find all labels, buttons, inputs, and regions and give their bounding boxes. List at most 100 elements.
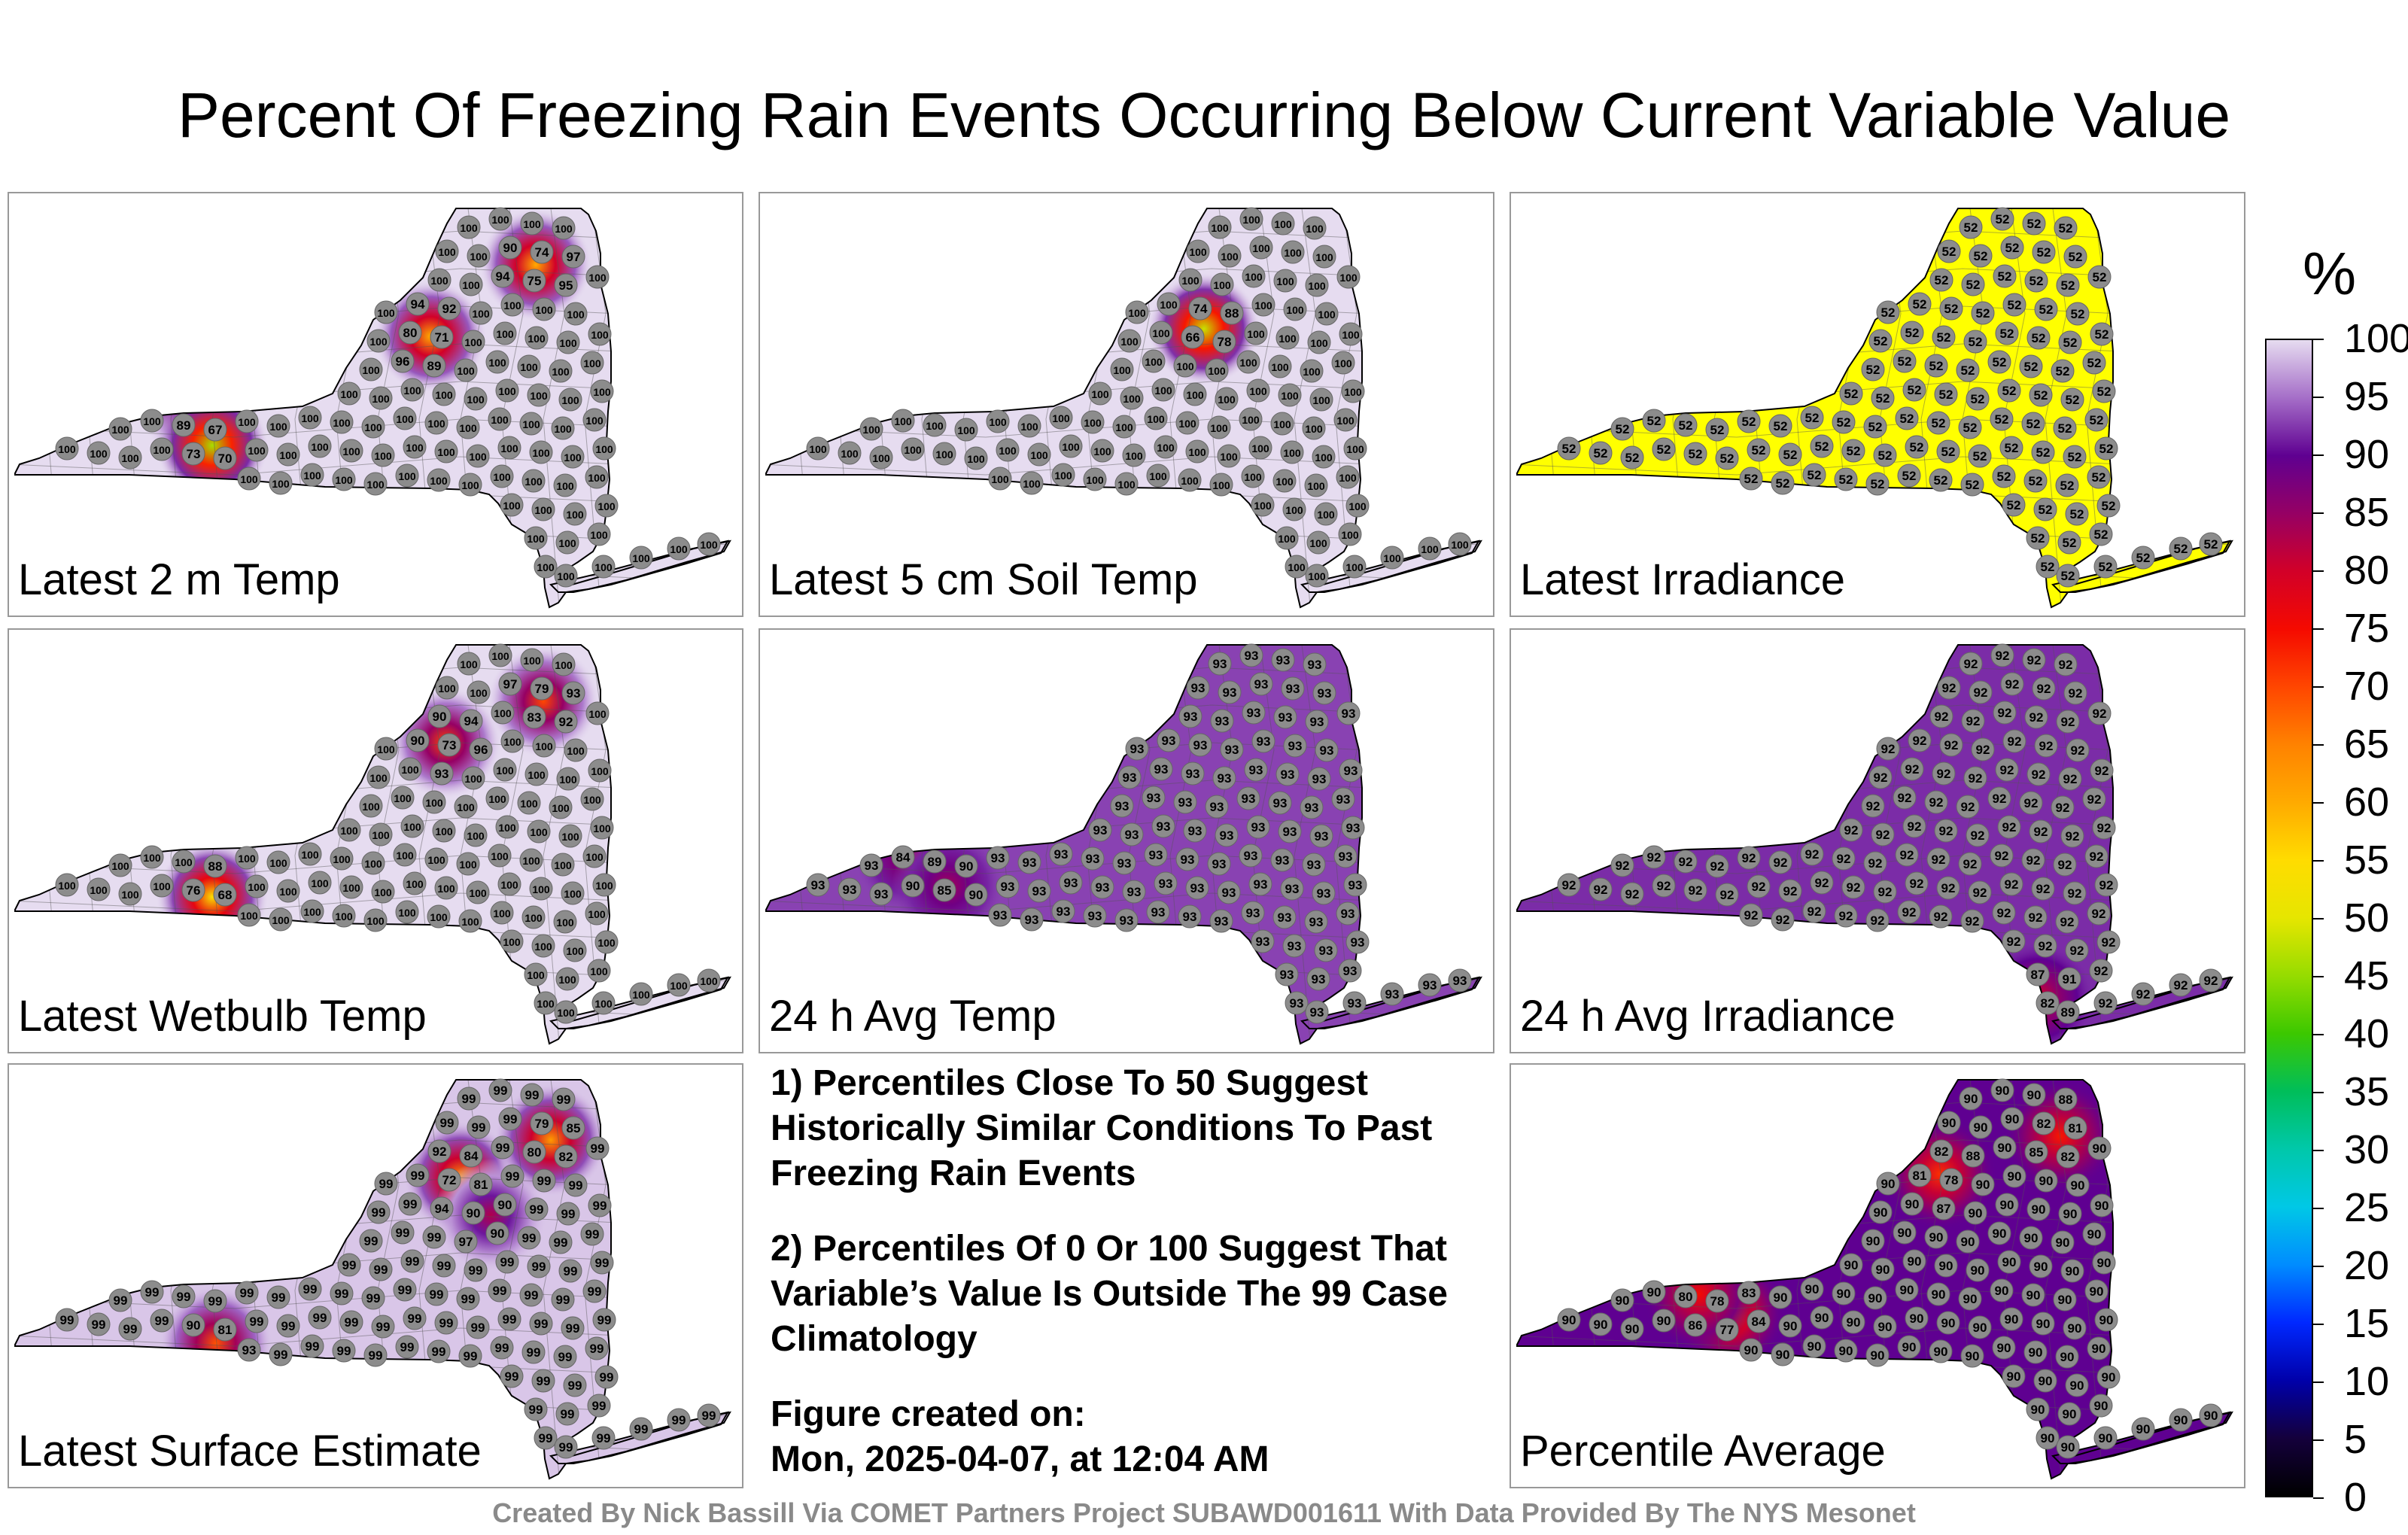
station-value: 100 bbox=[1023, 478, 1041, 490]
station-value: 89 bbox=[177, 418, 191, 433]
station-marker: 100 bbox=[555, 967, 579, 991]
station-marker: 100 bbox=[556, 330, 580, 354]
station-value: 99 bbox=[556, 1293, 570, 1307]
station-value: 100 bbox=[894, 415, 912, 427]
station-value: 94 bbox=[464, 714, 479, 728]
station-marker: 99 bbox=[55, 1308, 79, 1332]
station-value: 90 bbox=[1929, 1230, 1944, 1245]
station-value: 100 bbox=[532, 447, 550, 459]
station-marker: 100 bbox=[1210, 272, 1234, 296]
station-value: 100 bbox=[1251, 442, 1269, 454]
station-value: 52 bbox=[1908, 383, 1922, 397]
station-marker: 90 bbox=[2057, 1402, 2081, 1426]
station-marker: 90 bbox=[1999, 1307, 2023, 1331]
station-marker: 92 bbox=[2089, 959, 2113, 983]
station-value: 100 bbox=[153, 880, 171, 892]
figure-title: Percent Of Freezing Rain Events Occurrin… bbox=[177, 80, 2231, 150]
station-value: 81 bbox=[2069, 1121, 2083, 1135]
county-boundary bbox=[15, 968, 730, 987]
station-marker: 99 bbox=[629, 1417, 653, 1441]
station-marker: 100 bbox=[458, 473, 482, 497]
station-value: 52 bbox=[2068, 450, 2082, 464]
station-value: 100 bbox=[552, 802, 570, 814]
station-value: 100 bbox=[1421, 543, 1439, 555]
station-value: 99 bbox=[464, 1349, 478, 1363]
station-value: 100 bbox=[534, 941, 552, 953]
station-value: 90 bbox=[187, 1318, 201, 1333]
county-boundary bbox=[2003, 1080, 2026, 1479]
station-marker: 100 bbox=[339, 439, 363, 463]
station-marker: 90 bbox=[2051, 1230, 2075, 1254]
station-value: 100 bbox=[1383, 552, 1401, 564]
station-marker: 100 bbox=[1272, 469, 1297, 493]
station-value: 93 bbox=[435, 767, 449, 781]
station-value: 90 bbox=[1868, 1291, 1883, 1306]
station-marker: 99 bbox=[339, 1310, 363, 1334]
station-value: 100 bbox=[396, 413, 414, 425]
station-marker: 100 bbox=[434, 439, 458, 464]
station-value: 90 bbox=[1910, 1312, 1924, 1326]
station-value: 99 bbox=[440, 1116, 455, 1130]
station-marker: 90 bbox=[2055, 1345, 2079, 1369]
county-boundary bbox=[1517, 667, 2232, 686]
station-marker: 100 bbox=[488, 843, 512, 868]
station-value: 93 bbox=[1149, 848, 1163, 862]
station-value: 100 bbox=[500, 442, 518, 454]
station-marker: 100 bbox=[363, 908, 388, 932]
station-value: 100 bbox=[597, 500, 616, 512]
station-marker: 100 bbox=[339, 875, 363, 899]
station-marker: 92 bbox=[2023, 905, 2048, 929]
station-value: 100 bbox=[464, 336, 482, 348]
station-value: 52 bbox=[1874, 334, 1888, 348]
station-value: 90 bbox=[1976, 1178, 1990, 1192]
station-value: 52 bbox=[1776, 476, 1790, 491]
station-value: 93 bbox=[1285, 882, 1300, 896]
station-marker: 81 bbox=[2063, 1116, 2087, 1140]
station-marker: 52 bbox=[1557, 436, 1581, 460]
station-marker: 93 bbox=[1272, 905, 1297, 929]
station-value: 100 bbox=[527, 969, 545, 981]
station-marker: 99 bbox=[498, 1107, 522, 1131]
station-value: 100 bbox=[1336, 415, 1354, 427]
station-value: 92 bbox=[1679, 855, 1693, 869]
county-boundary bbox=[1589, 1080, 1612, 1479]
station-marker: 52 bbox=[1939, 296, 1963, 321]
station-marker: 100 bbox=[298, 842, 322, 866]
station-value: 92 bbox=[2063, 772, 2078, 786]
station-marker: 100 bbox=[1282, 497, 1306, 521]
station-value: 100 bbox=[1278, 333, 1297, 345]
station-value: 100 bbox=[398, 907, 416, 919]
station-marker: 100 bbox=[491, 701, 515, 725]
station-value: 94 bbox=[496, 269, 510, 284]
station-value: 100 bbox=[372, 393, 390, 405]
station-marker: 93 bbox=[1157, 728, 1181, 752]
station-marker: 99 bbox=[555, 1402, 579, 1426]
colorbar-tick-label: 50 bbox=[2344, 895, 2390, 941]
station-value: 100 bbox=[520, 798, 538, 810]
panel-label: 24 h Avg Irradiance bbox=[1520, 992, 1896, 1041]
station-marker: 100 bbox=[1151, 378, 1175, 402]
station-marker: 100 bbox=[1336, 465, 1360, 489]
county-boundary bbox=[1517, 968, 2232, 987]
station-marker: 100 bbox=[524, 762, 549, 786]
station-marker: 67 bbox=[203, 418, 227, 442]
station-marker: 100 bbox=[1448, 532, 1472, 556]
station-value: 100 bbox=[472, 308, 490, 320]
station-marker: 92 bbox=[1895, 843, 1919, 867]
station-value: 100 bbox=[372, 829, 390, 841]
station-marker: 92 bbox=[1934, 819, 1958, 843]
station-value: 90 bbox=[2007, 1369, 2021, 1384]
station-value: 93 bbox=[1310, 715, 1324, 729]
station-value: 90 bbox=[1839, 1344, 1853, 1358]
station-value: 100 bbox=[1310, 337, 1328, 349]
station-value: 93 bbox=[991, 851, 1005, 865]
station-value: 92 bbox=[1976, 743, 1990, 757]
station-value: 68 bbox=[218, 888, 233, 902]
station-value: 100 bbox=[967, 453, 985, 465]
station-value: 100 bbox=[461, 916, 479, 928]
station-value: 100 bbox=[1278, 533, 1296, 545]
station-value: 93 bbox=[1115, 799, 1130, 813]
station-marker: 93 bbox=[1345, 930, 1370, 954]
